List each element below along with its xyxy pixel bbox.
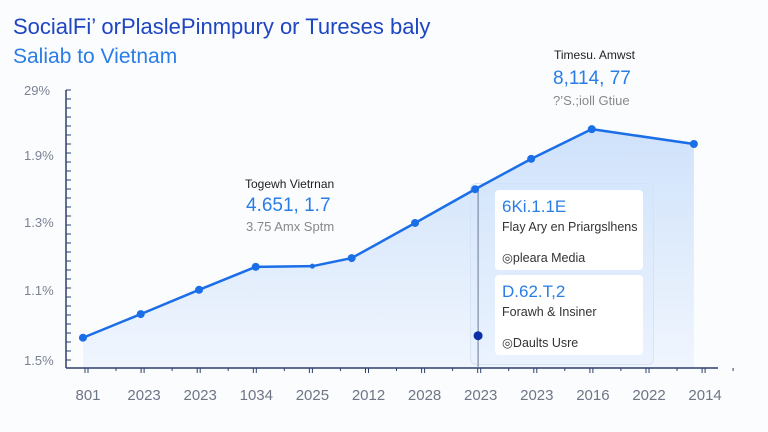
y-tick-label: 29% — [24, 83, 51, 98]
data-point — [78, 333, 87, 342]
legend-value: 8,114, 77 — [553, 68, 631, 89]
x-tick-label: 1034 — [239, 387, 273, 404]
y-tick-label: 1.1% — [24, 283, 54, 298]
tooltip-card-1: 6Ki.1.1E Flay Ary en Priargslhens ◎plear… — [495, 190, 643, 270]
x-tick-label: 2016 — [576, 387, 610, 404]
tooltip-card-value: 6Ki.1.1E — [502, 197, 567, 216]
annotation-value: 4.651, 1.7 — [246, 195, 331, 216]
y-tick-label: 1.3% — [24, 215, 54, 230]
tooltip-card-label: Forawh & Insiner — [502, 305, 597, 319]
x-tick-label: 2012 — [351, 387, 386, 404]
media-icon: ◎ — [502, 251, 513, 265]
x-tick-label: 2025 — [295, 387, 330, 404]
legend-sub: ?’S.;ioll Gtiue — [553, 93, 630, 108]
tooltip-card-2: D.62.T,2 Forawh & Insiner ◎Daults Usre — [495, 275, 643, 355]
x-tick-label: 2028 — [407, 387, 442, 404]
data-point — [195, 285, 204, 294]
annotation-label: Togewh Vietrnan — [245, 177, 335, 191]
x-tick-label: 801 — [75, 387, 101, 404]
data-point — [527, 154, 536, 163]
x-tick-label: 2023 — [520, 387, 554, 404]
data-point — [689, 140, 698, 148]
tooltip-card-value: D.62.T,2 — [502, 282, 566, 301]
tooltip-card-sub: pleara Media — [512, 251, 586, 265]
y-tick-label: 1.5% — [24, 353, 54, 368]
chart-title: SocialFi’ orPlaslePinmpury or Tureses ba… — [13, 14, 431, 39]
highlight-point — [473, 331, 483, 341]
data-point — [136, 310, 145, 319]
legend-label: Timesu. Amwst — [554, 48, 635, 62]
x-tick-label: 2022 — [632, 387, 666, 404]
tooltip-card-label: Flay Ary en Priargslhens — [502, 220, 638, 234]
data-point — [411, 218, 420, 227]
x-tick-label: 2023 — [464, 387, 498, 404]
x-tick-label: 2023 — [127, 387, 161, 404]
x-tick-label: 2023 — [183, 387, 217, 404]
x-tick-label: 2014 — [688, 387, 722, 404]
data-point — [471, 185, 480, 194]
annotation-sub: 3.75 Amx Sptm — [246, 219, 335, 234]
data-point — [347, 254, 356, 263]
tooltip-card-sub: Daults Usre — [512, 336, 579, 350]
y-tick-label: 1.9% — [24, 148, 54, 163]
data-point — [309, 263, 315, 269]
data-point — [587, 125, 596, 134]
data-point — [251, 262, 260, 271]
chart-subtitle: Saliab to Vietnam — [13, 45, 178, 68]
user-icon: ◎ — [502, 336, 513, 350]
